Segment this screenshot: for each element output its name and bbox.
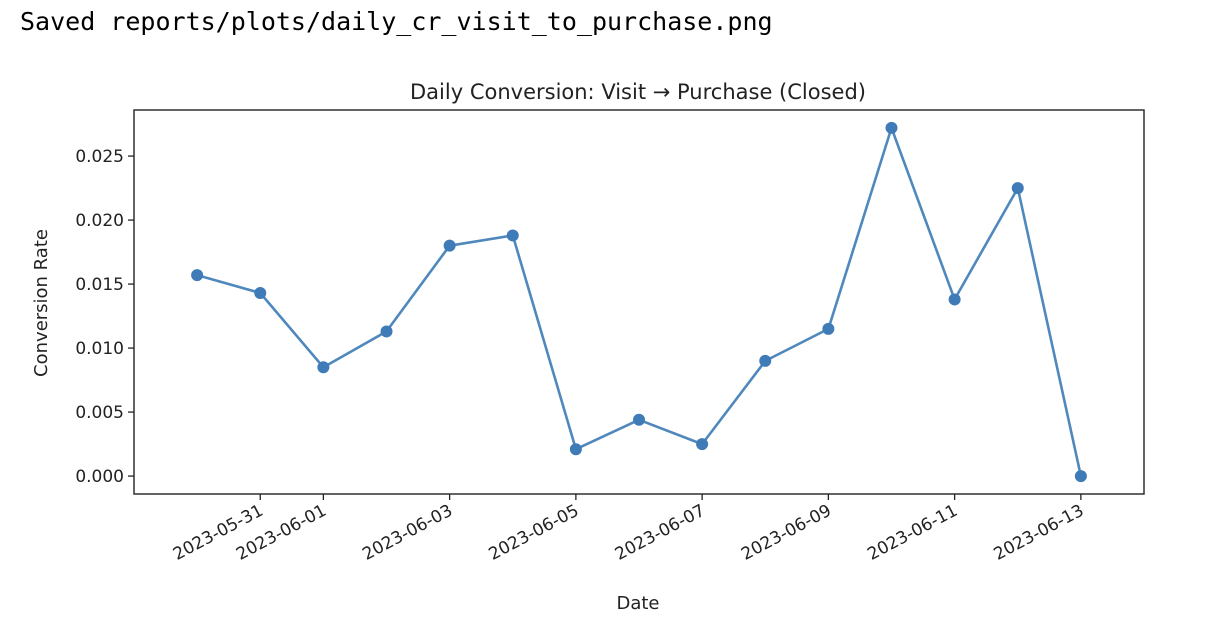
data-point-2023-05-30 [191,269,204,282]
x-tick-label: 2023-06-13 [991,501,1088,565]
x-tick-label: 2023-06-03 [359,501,456,565]
plot-area [133,109,1145,495]
y-tick-label: 0.020 [75,211,124,231]
data-point-2023-06-12 [1011,182,1024,195]
x-tick-label: 2023-06-09 [738,501,835,565]
data-point-2023-06-13 [1074,470,1087,483]
chart-title: Daily Conversion: Visit → Purchase (Clos… [410,80,866,104]
y-tick-label: 0.015 [75,275,124,295]
data-point-2023-05-31 [254,287,267,300]
console-output: Saved reports/plots/daily_cr_visit_to_pu… [20,7,773,36]
data-point-2023-06-07 [696,438,709,451]
data-point-2023-06-06 [633,413,645,426]
x-axis-label: Date [616,593,659,614]
data-point-2023-06-11 [948,293,961,306]
data-point-2023-06-01 [317,361,330,374]
data-point-2023-06-05 [569,443,582,456]
data-point-2023-06-04 [506,229,519,242]
y-tick-label: 0.025 [75,147,124,167]
data-point-2023-06-09 [822,322,835,335]
data-point-2023-06-10 [885,121,898,134]
x-tick-label: 2023-06-07 [612,501,709,565]
x-tick-label: 2023-06-05 [486,501,583,565]
y-tick-label: 0.010 [75,339,124,359]
data-point-2023-06-08 [759,354,772,367]
data-point-2023-06-03 [443,239,456,252]
x-tick-label: 2023-06-11 [864,501,961,565]
y-axis-label: Conversion Rate [31,229,52,377]
y-tick-label: 0.005 [75,403,124,423]
y-tick-label: 0.000 [75,467,124,487]
data-point-2023-06-02 [380,325,393,338]
